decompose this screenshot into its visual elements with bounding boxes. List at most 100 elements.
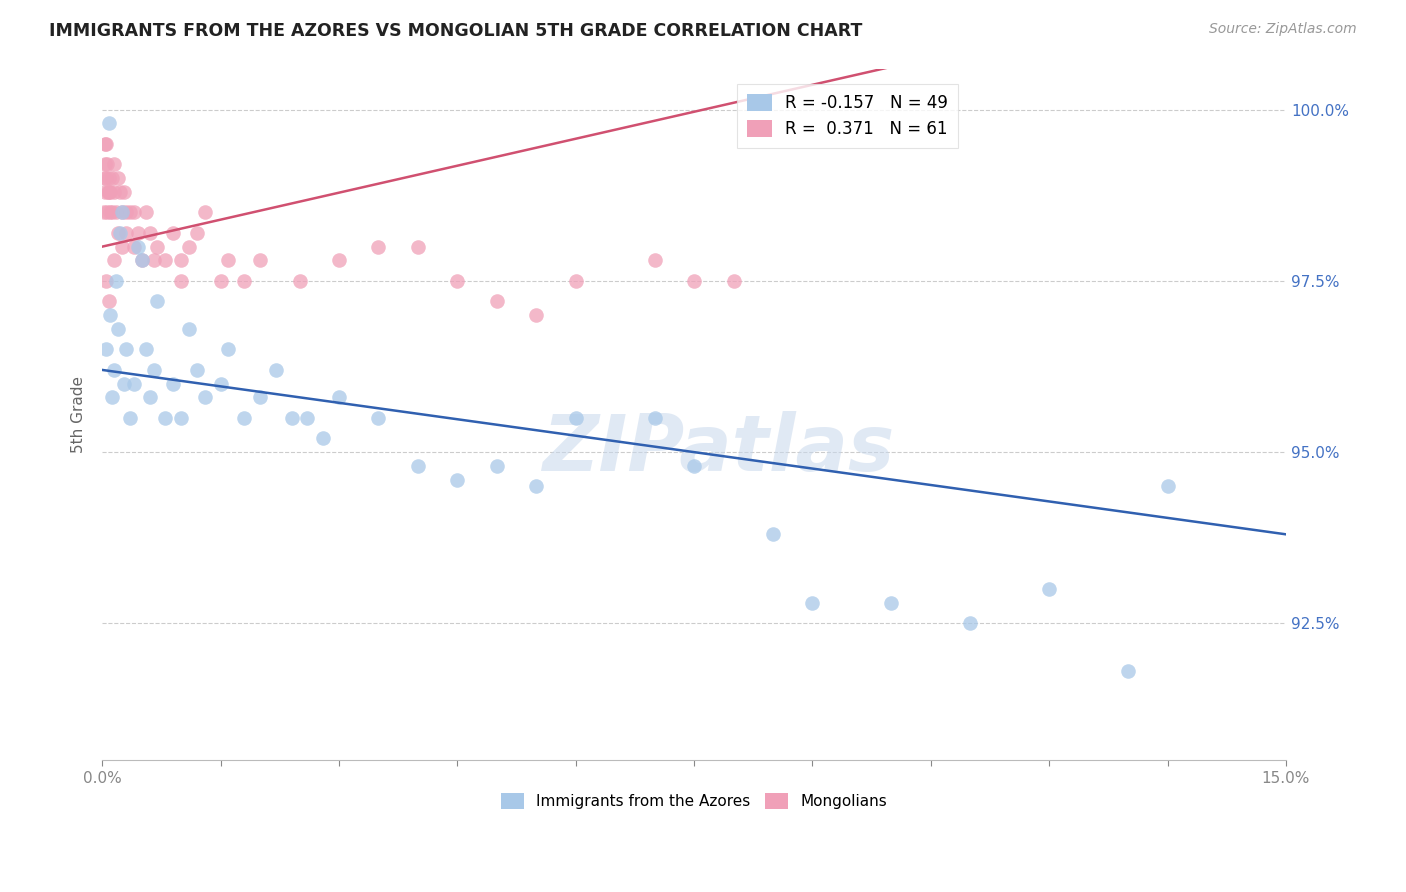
Point bbox=[97, 185, 120, 199]
Point bbox=[122, 239, 145, 253]
Point bbox=[297, 410, 319, 425]
Point bbox=[146, 239, 169, 253]
Point bbox=[98, 185, 121, 199]
Point bbox=[111, 205, 134, 219]
Point bbox=[96, 274, 118, 288]
Point bbox=[959, 616, 981, 631]
Point bbox=[96, 343, 118, 357]
Point bbox=[115, 205, 138, 219]
Point bbox=[218, 253, 240, 268]
Point bbox=[96, 136, 118, 151]
Point bbox=[96, 205, 118, 219]
Point bbox=[103, 363, 125, 377]
Point bbox=[155, 253, 177, 268]
Point bbox=[96, 171, 118, 186]
Point bbox=[209, 274, 232, 288]
Point bbox=[112, 185, 135, 199]
Point bbox=[112, 376, 135, 391]
Point bbox=[93, 205, 115, 219]
Point bbox=[194, 205, 217, 219]
Point bbox=[233, 410, 256, 425]
Point bbox=[122, 376, 145, 391]
Point bbox=[142, 363, 165, 377]
Point bbox=[107, 226, 129, 240]
Point bbox=[801, 596, 824, 610]
Point bbox=[177, 322, 200, 336]
Point bbox=[131, 253, 153, 268]
Point bbox=[209, 376, 232, 391]
Point bbox=[155, 410, 177, 425]
Point bbox=[100, 390, 122, 404]
Point bbox=[446, 274, 468, 288]
Point bbox=[96, 157, 118, 171]
Point bbox=[233, 274, 256, 288]
Point bbox=[186, 226, 208, 240]
Point bbox=[762, 527, 785, 541]
Point bbox=[105, 205, 128, 219]
Point bbox=[93, 171, 115, 186]
Text: Source: ZipAtlas.com: Source: ZipAtlas.com bbox=[1209, 22, 1357, 37]
Point bbox=[177, 239, 200, 253]
Point bbox=[524, 308, 547, 322]
Point bbox=[524, 479, 547, 493]
Point bbox=[564, 274, 586, 288]
Point bbox=[170, 410, 193, 425]
Point bbox=[1116, 665, 1139, 679]
Point bbox=[644, 410, 666, 425]
Point bbox=[170, 274, 193, 288]
Point bbox=[118, 205, 141, 219]
Point bbox=[142, 253, 165, 268]
Point bbox=[111, 239, 134, 253]
Point bbox=[683, 274, 706, 288]
Point bbox=[880, 596, 903, 610]
Point bbox=[94, 136, 117, 151]
Point bbox=[170, 253, 193, 268]
Point bbox=[118, 410, 141, 425]
Point bbox=[100, 205, 122, 219]
Point bbox=[328, 390, 350, 404]
Point bbox=[367, 239, 389, 253]
Point bbox=[288, 274, 311, 288]
Point bbox=[127, 226, 149, 240]
Point bbox=[135, 205, 157, 219]
Point bbox=[138, 390, 160, 404]
Point bbox=[328, 253, 350, 268]
Point bbox=[108, 185, 131, 199]
Point bbox=[108, 226, 131, 240]
Point bbox=[103, 157, 125, 171]
Point bbox=[97, 116, 120, 130]
Legend: Immigrants from the Azores, Mongolians: Immigrants from the Azores, Mongolians bbox=[495, 787, 893, 815]
Point bbox=[146, 294, 169, 309]
Point bbox=[107, 171, 129, 186]
Point bbox=[485, 458, 508, 473]
Point bbox=[97, 294, 120, 309]
Point bbox=[97, 185, 120, 199]
Point bbox=[127, 239, 149, 253]
Point bbox=[162, 376, 184, 391]
Point bbox=[100, 171, 122, 186]
Point bbox=[138, 226, 160, 240]
Point bbox=[485, 294, 508, 309]
Point bbox=[406, 458, 429, 473]
Point bbox=[186, 363, 208, 377]
Point bbox=[249, 390, 271, 404]
Point bbox=[122, 205, 145, 219]
Point bbox=[135, 343, 157, 357]
Point bbox=[723, 274, 745, 288]
Point bbox=[107, 322, 129, 336]
Point bbox=[1038, 582, 1060, 596]
Point bbox=[644, 253, 666, 268]
Point bbox=[683, 458, 706, 473]
Point bbox=[97, 171, 120, 186]
Point bbox=[162, 226, 184, 240]
Text: IMMIGRANTS FROM THE AZORES VS MONGOLIAN 5TH GRADE CORRELATION CHART: IMMIGRANTS FROM THE AZORES VS MONGOLIAN … bbox=[49, 22, 863, 40]
Y-axis label: 5th Grade: 5th Grade bbox=[72, 376, 86, 453]
Point bbox=[367, 410, 389, 425]
Point bbox=[93, 157, 115, 171]
Text: ZIPatlas: ZIPatlas bbox=[541, 411, 894, 487]
Point bbox=[218, 343, 240, 357]
Point bbox=[105, 274, 128, 288]
Point bbox=[98, 205, 121, 219]
Point bbox=[446, 473, 468, 487]
Point bbox=[406, 239, 429, 253]
